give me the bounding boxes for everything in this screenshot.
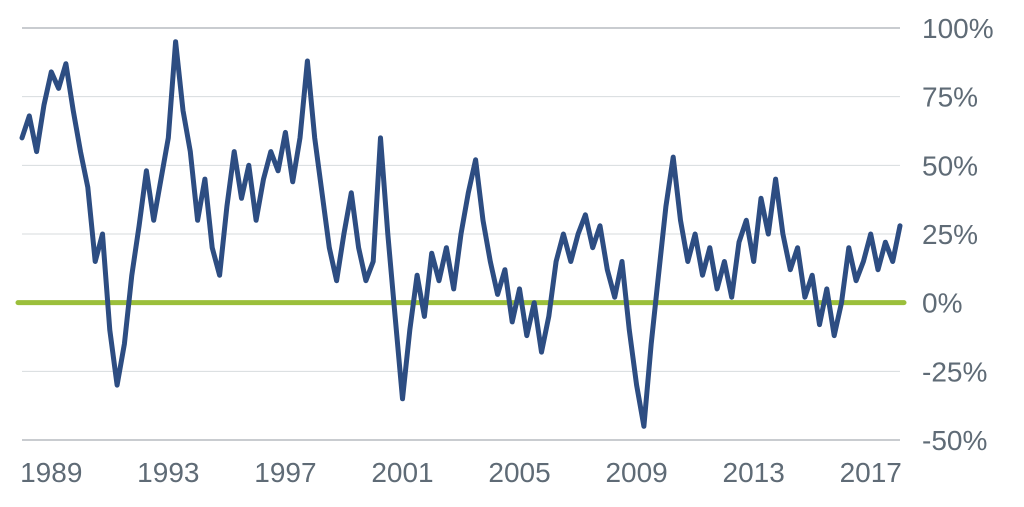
y-tick-label: 25% [922,219,978,250]
x-tick-label: 2017 [840,457,902,488]
x-tick-label: 1993 [137,457,199,488]
x-tick-label: 1997 [254,457,316,488]
y-tick-label: 100% [922,13,994,44]
y-tick-label: -50% [922,425,987,456]
y-tick-label: 0% [922,288,962,319]
y-tick-label: 75% [922,82,978,113]
line-chart: -50% -25% 0% 25% 50% 75% 100% 1989 1993 1997 2001 2… [0,0,1024,507]
chart-svg: -50% -25% 0% 25% 50% 75% 100% 1989 1993 1997 2001 2… [0,0,1024,507]
x-tick-label: 1989 [20,457,82,488]
x-tick-label: 2001 [371,457,433,488]
x-tick-label: 2005 [488,457,550,488]
y-tick-label: -25% [922,356,987,387]
x-tick-label: 2013 [723,457,785,488]
y-tick-label: 50% [922,150,978,181]
x-tick-label: 2009 [605,457,667,488]
